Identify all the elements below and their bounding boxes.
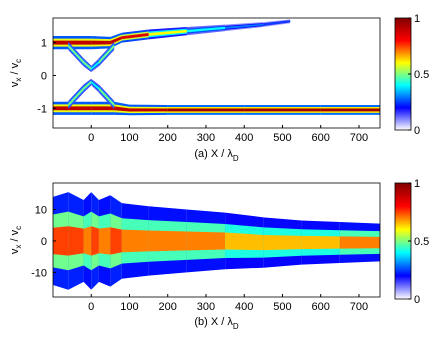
- x-axis-label: (a) X / λD: [194, 148, 239, 163]
- density-band: [263, 20, 291, 26]
- density-band: [98, 44, 115, 64]
- density-band: [110, 227, 122, 255]
- plot-area: [53, 183, 380, 297]
- density-band: [301, 235, 340, 250]
- density-band: [98, 87, 115, 107]
- colorbar-tick-label: 0.5: [414, 236, 429, 248]
- x-tick-label: 400: [235, 301, 253, 313]
- density-band: [98, 227, 111, 255]
- y-tick-label: 1: [41, 38, 47, 50]
- x-tick-label: 600: [312, 301, 330, 313]
- colorbar-tick-label: 1: [414, 178, 420, 190]
- colorbar-tick-label: 0.5: [414, 69, 429, 81]
- density-band: [53, 40, 92, 45]
- colorbar-tick-label: 0: [414, 294, 420, 306]
- density-band: [225, 23, 264, 29]
- x-tick-label: 700: [350, 132, 368, 144]
- x-tick-label: 700: [350, 301, 368, 313]
- y-tick-label: 0: [41, 236, 47, 248]
- colorbar-tick-label: 0: [414, 125, 420, 137]
- density-band: [91, 81, 99, 90]
- density-band: [53, 226, 69, 256]
- density-band: [121, 32, 149, 40]
- density-band: [83, 61, 92, 70]
- x-axis-label: (b) X / λD: [194, 316, 239, 331]
- x-tick-label: 100: [120, 301, 138, 313]
- y-axis-label: vx / vc: [9, 226, 23, 254]
- density-band: [167, 108, 206, 112]
- y-tick-label: 0: [41, 70, 47, 82]
- x-tick-label: 0: [88, 132, 94, 144]
- density-band: [110, 36, 122, 45]
- density-band: [186, 231, 226, 251]
- density-band: [320, 108, 380, 112]
- density-band: [121, 229, 149, 253]
- x-tick-label: 300: [197, 301, 215, 313]
- y-tick-label: -1: [37, 103, 47, 115]
- density-band: [68, 87, 84, 107]
- density-band: [282, 108, 321, 112]
- density-band: [91, 226, 99, 256]
- density-band: [263, 234, 302, 251]
- x-tick-label: 300: [197, 132, 215, 144]
- density-band: [148, 230, 187, 252]
- density-band: [83, 81, 92, 90]
- density-band: [205, 108, 245, 112]
- density-band: [339, 236, 380, 249]
- density-band: [53, 106, 92, 111]
- density-band: [91, 61, 99, 70]
- density-band: [244, 108, 283, 112]
- density-band: [83, 226, 92, 256]
- colorbar-tick-label: 1: [414, 13, 420, 25]
- x-tick-label: 500: [273, 301, 291, 313]
- y-tick-label: 10: [35, 204, 47, 216]
- y-tick-label: -10: [31, 267, 47, 279]
- density-band: [91, 106, 115, 111]
- x-tick-label: 100: [120, 132, 138, 144]
- density-band: [186, 26, 226, 33]
- plot-frame: [52, 182, 381, 298]
- x-tick-label: 0: [88, 301, 94, 313]
- x-tick-label: 200: [159, 132, 177, 144]
- density-band: [148, 29, 187, 36]
- x-tick-label: 600: [312, 132, 330, 144]
- x-tick-label: 200: [159, 301, 177, 313]
- x-tick-label: 500: [273, 132, 291, 144]
- plot-area: [53, 18, 380, 128]
- density-band: [129, 108, 168, 112]
- density-band: [225, 232, 264, 251]
- density-band: [114, 106, 130, 112]
- y-axis-label: vx / vc: [9, 59, 23, 87]
- density-band: [68, 44, 84, 64]
- x-tick-label: 400: [235, 132, 253, 144]
- density-band: [68, 226, 84, 256]
- density-band: [91, 40, 111, 45]
- plot-frame: [52, 17, 381, 129]
